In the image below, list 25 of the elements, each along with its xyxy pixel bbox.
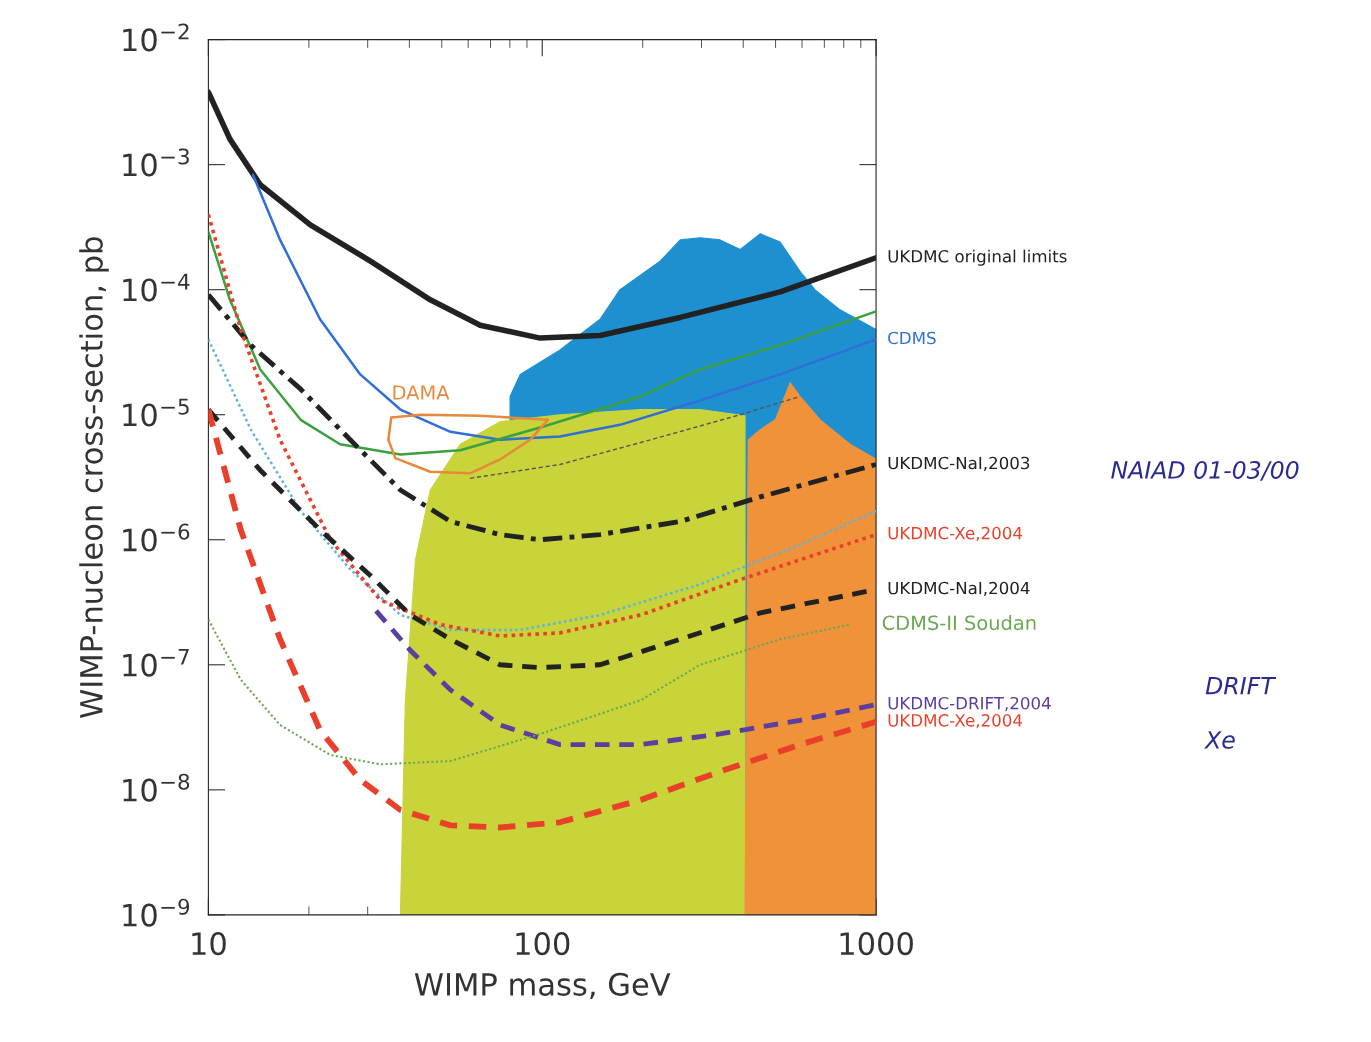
y-tick-label: 10$^{−8}$ — [123, 773, 190, 802]
series-label: DAMA — [393, 385, 450, 400]
series-label: UKDMC original limits — [888, 249, 1067, 266]
series-label: CDMS — [888, 331, 936, 345]
series-label: UKDMC-Xe,2004 — [888, 714, 1023, 729]
y-tick-label: 10$^{−3}$ — [123, 148, 189, 177]
y-tick-label: 10$^{−5}$ — [123, 398, 189, 427]
y-tick-label: 10$^{−4}$ — [123, 273, 190, 302]
text: Xe — [1204, 731, 1235, 749]
y-tick-label: 10$^{−9}$ — [123, 898, 190, 927]
y-tick-label: 10$^{−6}$ — [123, 523, 190, 552]
y-axis-title: WIMP-nucleon cross-section, pb — [79, 237, 109, 718]
x-tick-label: 10 — [192, 932, 226, 956]
x-axis-title: WIMP mass, GeV — [414, 972, 671, 999]
series-label: UKDMC-DRIFT,2004 — [888, 696, 1051, 712]
series-label: UKDMC-Xe,2004 — [888, 526, 1023, 542]
y-tick-label: 10$^{−7}$ — [123, 648, 189, 677]
series-label: UKDMC-NaI,2003 — [888, 456, 1030, 472]
series-label: CDMS-II Soudan — [882, 615, 1036, 631]
series-label: UKDMC-NaI,2004 — [888, 581, 1030, 597]
x-tick-label: 1000 — [840, 932, 913, 956]
y-tick-label: 10$^{−2}$ — [123, 23, 189, 52]
text: NAIAD 01-03/00 — [1111, 461, 1299, 481]
x-tick-label: 100 — [516, 932, 570, 956]
text: DRIFT — [1205, 677, 1277, 695]
